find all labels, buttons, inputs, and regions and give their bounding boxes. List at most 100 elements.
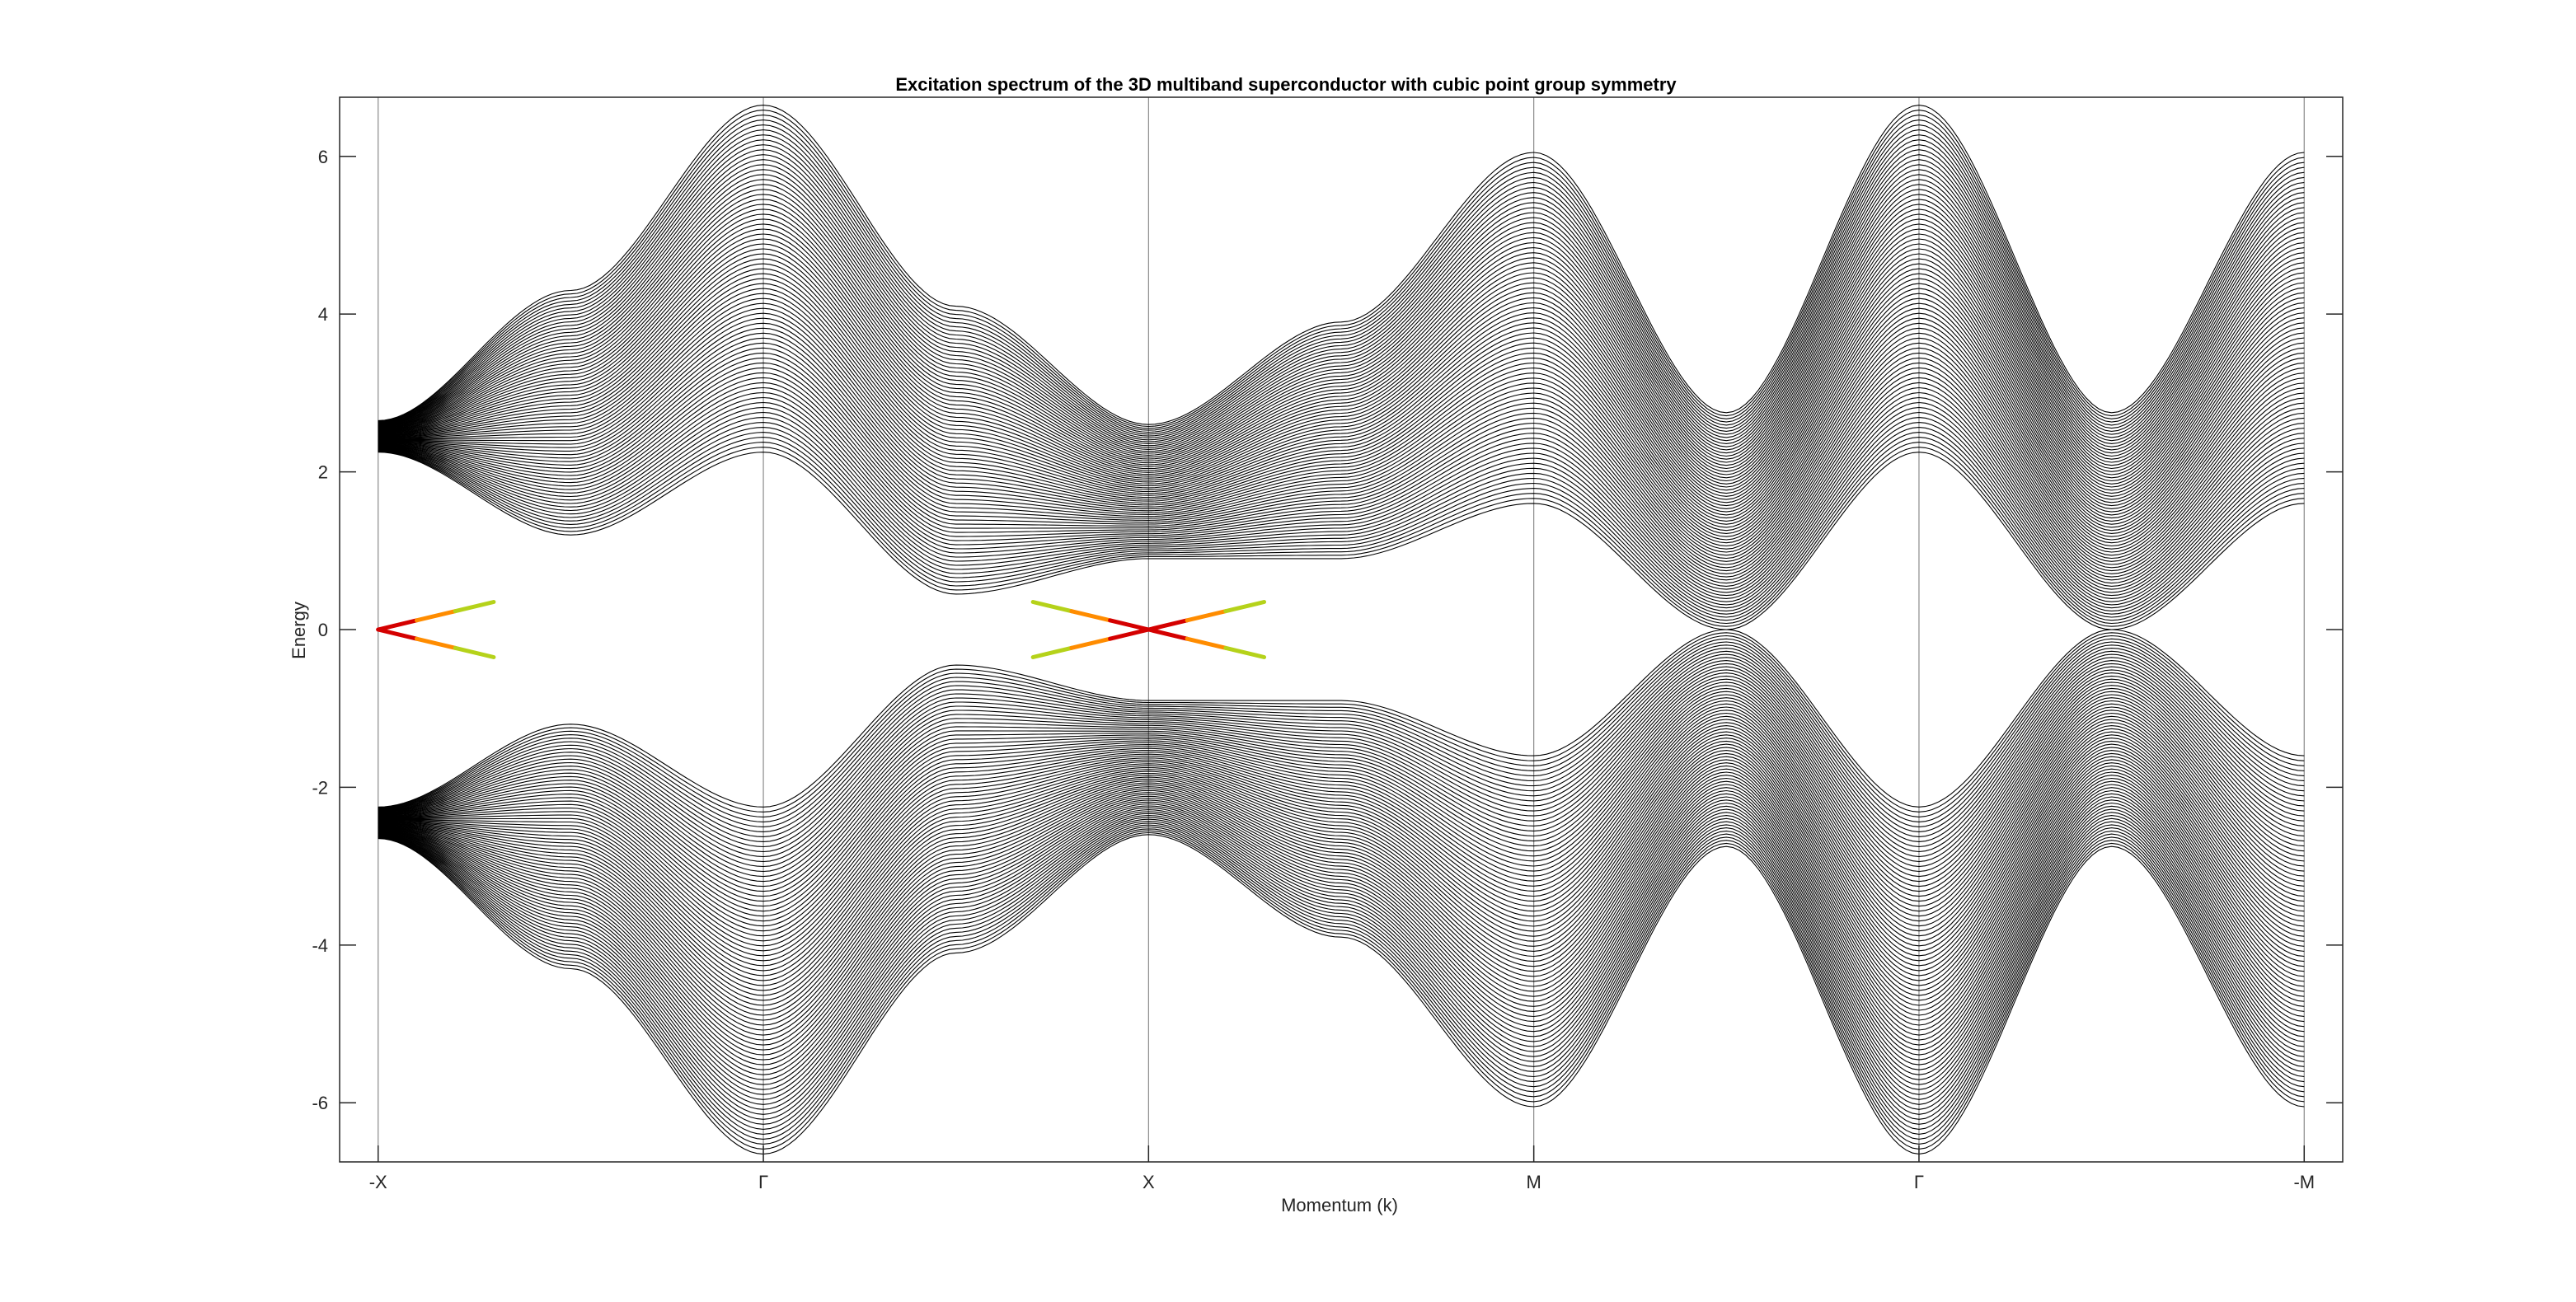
- surface-state-segment: [1108, 618, 1151, 632]
- band-line: [378, 213, 2305, 482]
- y-axis-label: Energy: [289, 602, 309, 659]
- band-line: [378, 417, 2305, 609]
- x-ticks: -X Γ X M Γ -M: [369, 1145, 2315, 1192]
- surface-state-segment: [414, 609, 457, 623]
- band-line: [378, 352, 2305, 569]
- band-line: [378, 734, 2305, 976]
- band-line: [378, 697, 2305, 917]
- band-line: [378, 169, 2305, 454]
- surface-state-segment: [1146, 618, 1189, 632]
- surface-state-segment: [1223, 645, 1267, 659]
- y-ticks: -6 -4 -2 0 2 4 6: [312, 147, 2343, 1113]
- x-tick-label-4: Γ: [1914, 1172, 1924, 1192]
- band-line: [378, 706, 2305, 932]
- y-tick-label-5: 4: [318, 304, 328, 325]
- band-line: [378, 660, 2305, 858]
- band-line: [378, 124, 2305, 433]
- x-tick-label-1: Γ: [758, 1172, 768, 1192]
- band-line: [378, 154, 2305, 444]
- band-line: [378, 129, 2305, 435]
- surface-state-segment: [414, 636, 457, 650]
- x-tick-label-5: -M: [2293, 1172, 2315, 1192]
- band-line: [378, 258, 2305, 509]
- band-line: [378, 110, 2305, 428]
- band-line: [378, 793, 2305, 1070]
- band-line: [378, 715, 2305, 947]
- band-line: [378, 756, 2305, 1011]
- band-line: [378, 297, 2305, 534]
- surface-state-segment: [453, 600, 496, 614]
- band-line: [378, 337, 2305, 560]
- band-line: [378, 669, 2305, 873]
- band-line: [378, 437, 2305, 621]
- band-line: [378, 174, 2305, 457]
- band-line: [378, 372, 2305, 581]
- band-line: [378, 666, 2305, 868]
- band-line: [378, 159, 2305, 447]
- band-line: [378, 834, 2305, 1154]
- band-line: [378, 663, 2305, 863]
- band-lines: [378, 105, 2305, 1154]
- band-line: [378, 139, 2305, 438]
- band-line: [378, 728, 2305, 967]
- band-line: [378, 681, 2305, 892]
- surface-state-segment: [1146, 627, 1189, 641]
- band-line: [378, 382, 2305, 587]
- band-line: [378, 332, 2305, 556]
- band-line: [378, 189, 2305, 466]
- band-line: [378, 149, 2305, 443]
- band-line: [378, 719, 2305, 952]
- band-line: [378, 293, 2305, 532]
- band-line: [378, 703, 2305, 927]
- band-line: [378, 784, 2305, 1056]
- band-line: [378, 722, 2305, 957]
- band-line: [378, 312, 2305, 544]
- band-line: [378, 771, 2305, 1036]
- band-line: [378, 817, 2305, 1110]
- band-line: [378, 815, 2305, 1105]
- plot-area: -6 -4 -2 0 2 4 6 -X Γ X M Γ -M: [312, 96, 2344, 1192]
- x-tick-label-2: X: [1143, 1172, 1155, 1192]
- band-line: [378, 396, 2305, 597]
- y-tick-label-3: 0: [318, 620, 328, 640]
- y-tick-label-6: 6: [318, 147, 328, 167]
- band-line: [378, 283, 2305, 525]
- y-tick-label-2: -2: [312, 777, 328, 798]
- band-line: [378, 273, 2305, 519]
- band-line: [378, 632, 2305, 813]
- band-line: [378, 218, 2305, 485]
- band-line: [378, 386, 2305, 590]
- band-line: [378, 144, 2305, 441]
- band-line: [378, 105, 2305, 425]
- x-tick-label-0: -X: [369, 1172, 387, 1192]
- band-line: [378, 367, 2305, 578]
- band-line: [378, 740, 2305, 986]
- chart-title: Excitation spectrum of the 3D multiband …: [895, 74, 1677, 95]
- band-line: [378, 818, 2305, 1115]
- band-line: [378, 831, 2305, 1150]
- band-line: [378, 650, 2305, 842]
- band-line: [378, 268, 2305, 516]
- band-line: [378, 710, 2305, 937]
- surface-state-segment: [1223, 600, 1267, 614]
- band-line: [378, 204, 2305, 475]
- band-line: [378, 422, 2305, 611]
- band-line: [378, 644, 2305, 832]
- band-line: [378, 725, 2305, 962]
- band-line: [378, 223, 2305, 488]
- band-line: [378, 821, 2305, 1120]
- band-line: [378, 691, 2305, 907]
- band-line: [378, 775, 2305, 1041]
- band-line: [378, 377, 2305, 584]
- y-tick-label-4: 2: [318, 462, 328, 483]
- band-line: [378, 307, 2305, 541]
- band-line: [378, 442, 2305, 625]
- band-line: [378, 812, 2305, 1100]
- band-line: [378, 687, 2305, 902]
- band-line: [378, 700, 2305, 922]
- band-line: [378, 115, 2305, 429]
- band-line: [378, 752, 2305, 1006]
- band-line: [378, 278, 2305, 522]
- band-line: [378, 432, 2305, 618]
- surface-state-segment: [1030, 645, 1074, 659]
